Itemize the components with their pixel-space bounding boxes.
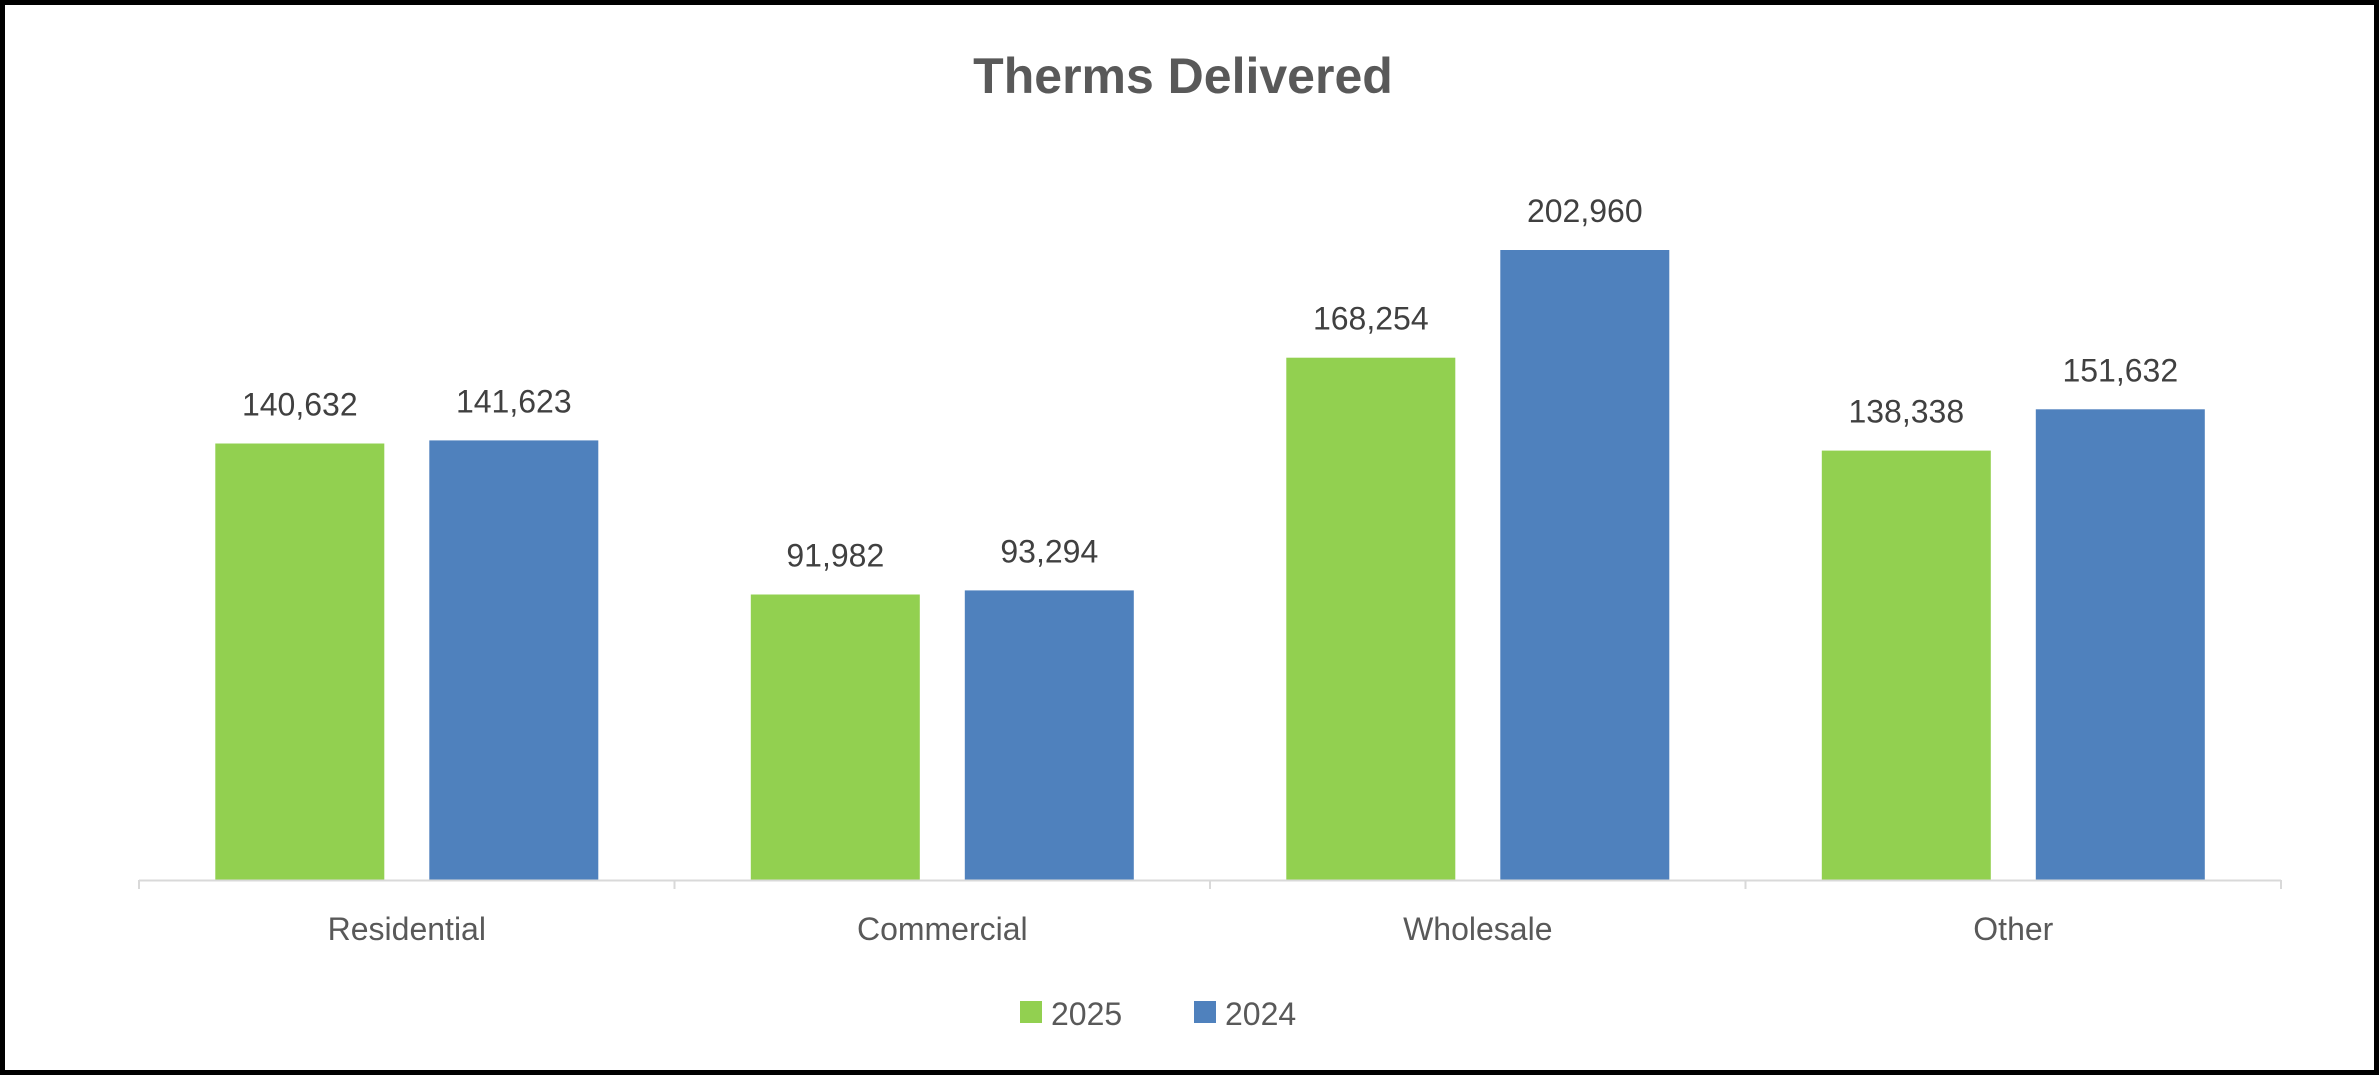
bar-wholesale-2024: [1500, 250, 1670, 880]
bars-layer: [215, 250, 2205, 880]
data-labels-layer: 140,632 141,623 91,982 93,294 168,254 202,960…: [242, 193, 2178, 574]
legend-label-2025: 2025: [1051, 996, 1122, 1032]
bar-wholesale-2025: [1286, 357, 1456, 880]
data-label-wholesale-2024: 202,960: [1527, 193, 1643, 229]
legend-swatch-2024: [1194, 1001, 1216, 1023]
chart-title: Therms Delivered: [973, 48, 1393, 104]
data-label-commercial-2024: 93,294: [1000, 533, 1098, 569]
bar-commercial-2024: [964, 590, 1134, 880]
bar-other-2024: [2035, 409, 2205, 880]
data-label-other-2025: 138,338: [1848, 394, 1964, 430]
bar-commercial-2025: [750, 594, 920, 880]
bar-other-2025: [1821, 450, 1991, 880]
data-label-wholesale-2025: 168,254: [1313, 301, 1429, 337]
chart-svg: Therms Delivered 140,632 141,623 91,982 93,…: [138, 48, 2282, 1032]
legend-label-2024: 2024: [1225, 996, 1296, 1032]
data-label-residential-2024: 141,623: [456, 383, 572, 419]
bar-residential-2024: [429, 440, 599, 880]
x-axis: Residential Commercial Wholesale Other: [138, 879, 2282, 947]
bar-residential-2025: [215, 443, 385, 880]
x-tick-label-other: Other: [1973, 911, 2053, 947]
x-tick-label-wholesale: Wholesale: [1403, 911, 1552, 947]
legend: 2025 2024: [1020, 996, 1296, 1032]
x-tick-label-commercial: Commercial: [857, 911, 1028, 947]
data-label-other-2024: 151,632: [2062, 352, 2178, 388]
legend-swatch-2025: [1020, 1001, 1042, 1023]
data-label-residential-2025: 140,632: [242, 387, 358, 423]
x-tick-label-residential: Residential: [328, 911, 486, 947]
data-label-commercial-2025: 91,982: [786, 538, 884, 574]
